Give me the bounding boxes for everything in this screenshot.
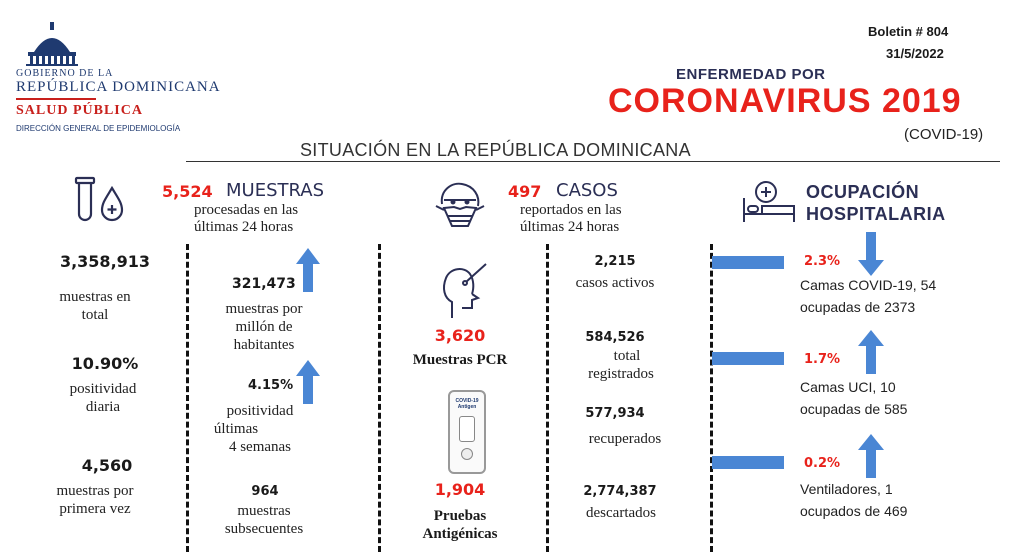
- total-casos-value: 584,526: [585, 330, 645, 345]
- per-million-label-3: habitantes: [233, 337, 295, 353]
- per-million-label-1: muestras por: [225, 301, 303, 317]
- pcr-value: 3,620: [434, 326, 486, 345]
- occupancy-bar-camas-uci: [712, 352, 784, 365]
- up-arrow-icon: [858, 434, 884, 478]
- nasal-swab-icon: [443, 263, 487, 318]
- casos-count: 497: [508, 182, 542, 201]
- org-line-3: SALUD PÚBLICA: [16, 103, 143, 118]
- org-line-2: REPÚBLICA DOMINICANA: [16, 79, 221, 95]
- subsecuentes-value: 964: [251, 484, 279, 499]
- total-casos-label-2: registrados: [588, 366, 654, 382]
- boletin-date: 31/5/2022: [886, 46, 944, 61]
- org-line-1: GOBIERNO DE LA: [16, 68, 114, 79]
- test-kit-window: [459, 416, 475, 442]
- muestras-desc-2: últimas 24 horas: [194, 219, 294, 235]
- title-sub: (COVID-19): [904, 126, 984, 143]
- occupancy-text-ventiladores-2: ocupados de 469: [800, 503, 908, 519]
- masked-face-icon: [435, 182, 485, 227]
- header-rule: [186, 161, 1000, 162]
- total-muestras-label-2: total: [81, 307, 109, 323]
- capitol-dome-icon: [26, 22, 78, 66]
- occupancy-pct-camas-uci: 1.7%: [804, 352, 841, 367]
- casos-heading: CASOS: [556, 180, 618, 201]
- up-arrow-icon: [858, 330, 884, 374]
- occupancy-text-camas-uci-1: Camas UCI, 10: [800, 379, 896, 395]
- muestras-desc-1: procesadas en las: [194, 202, 299, 218]
- descartados-label: descartados: [586, 505, 656, 521]
- total-casos-label-1: total: [613, 348, 641, 364]
- positividad-diaria-value: 10.90%: [71, 354, 139, 373]
- descartados-value: 2,774,387: [583, 484, 657, 499]
- occupancy-bar-ventiladores: [712, 456, 784, 469]
- occupancy-text-camas-covid-2: ocupadas de 2373: [800, 299, 916, 315]
- title-big: CORONAVIRUS 2019: [608, 82, 962, 120]
- antigen-label-1: Pruebas: [433, 508, 487, 524]
- positividad-4sem-label-2: últimas: [213, 421, 259, 437]
- occupancy-pct-ventiladores: 0.2%: [804, 456, 841, 471]
- test-kit-well: [461, 448, 473, 460]
- test-tube-drop-icon: [74, 176, 124, 222]
- divider-1: [186, 244, 189, 552]
- positividad-4sem-label-3: 4 semanas: [228, 439, 292, 455]
- logo: GOBIERNO DE LA REPÚBLICA DOMINICANA SALU…: [14, 22, 274, 133]
- divider-4: [710, 244, 713, 552]
- primera-vez-label-2: primera vez: [59, 501, 131, 517]
- title-small: ENFERMEDAD POR: [676, 66, 826, 83]
- org-divider: [16, 98, 96, 100]
- per-million-value: 321,473: [232, 276, 296, 292]
- recuperados-label: recuperados: [588, 431, 662, 447]
- antigen-value: 1,904: [434, 480, 486, 499]
- pcr-label: Muestras PCR: [412, 352, 508, 368]
- ocupacion-heading-2: HOSPITALARIA: [806, 204, 946, 224]
- subsecuentes-label-2: subsecuentes: [224, 521, 304, 537]
- boletin-number: Boletin # 804: [868, 24, 949, 39]
- antigen-label-2: Antigénicas: [422, 526, 498, 542]
- total-muestras-value: 3,358,913: [59, 252, 151, 271]
- down-arrow-icon: [858, 232, 884, 276]
- primera-vez-label-1: muestras por: [56, 483, 134, 499]
- muestras-heading: MUESTRAS: [226, 180, 325, 201]
- casos-desc-2: últimas 24 horas: [520, 219, 620, 235]
- activos-label: casos activos: [575, 275, 655, 291]
- positividad-diaria-label-2: diaria: [85, 399, 121, 415]
- occupancy-text-camas-covid-1: Camas COVID-19, 54: [800, 277, 937, 293]
- up-arrow-icon: [296, 248, 320, 292]
- positividad-4sem-value: 4.15%: [248, 378, 294, 393]
- divider-3: [546, 244, 549, 552]
- positividad-diaria-label-1: positividad: [69, 381, 137, 397]
- occupancy-bar-camas-covid: [712, 256, 784, 269]
- section-title: SITUACIÓN EN LA REPÚBLICA DOMINICANA: [300, 140, 691, 160]
- org-line-4: DIRECCIÓN GENERAL DE EPIDEMIOLOGÍA: [16, 124, 181, 133]
- recuperados-value: 577,934: [585, 406, 645, 421]
- antigen-test-kit-icon: COVID-19 Antigen: [448, 390, 486, 474]
- occupancy-text-ventiladores-1: Ventiladores, 1: [800, 481, 893, 497]
- subsecuentes-label-1: muestras: [237, 503, 291, 519]
- occupancy-pct-camas-covid: 2.3%: [804, 254, 841, 269]
- positividad-4sem-label-1: positividad: [226, 403, 294, 419]
- total-muestras-label-1: muestras en: [59, 289, 131, 305]
- test-kit-label: COVID-19 Antigen: [455, 398, 479, 410]
- casos-desc-1: reportados en las: [520, 202, 622, 218]
- up-arrow-icon: [296, 360, 320, 404]
- per-million-label-2: millón de: [235, 319, 293, 335]
- activos-value: 2,215: [594, 254, 636, 269]
- ocupacion-heading-1: OCUPACIÓN: [806, 182, 920, 202]
- occupancy-text-camas-uci-2: ocupadas de 585: [800, 401, 908, 417]
- divider-2: [378, 244, 381, 552]
- primera-vez-value: 4,560: [81, 456, 133, 475]
- muestras-count: 5,524: [162, 182, 213, 201]
- hospital-bed-icon: [743, 181, 795, 222]
